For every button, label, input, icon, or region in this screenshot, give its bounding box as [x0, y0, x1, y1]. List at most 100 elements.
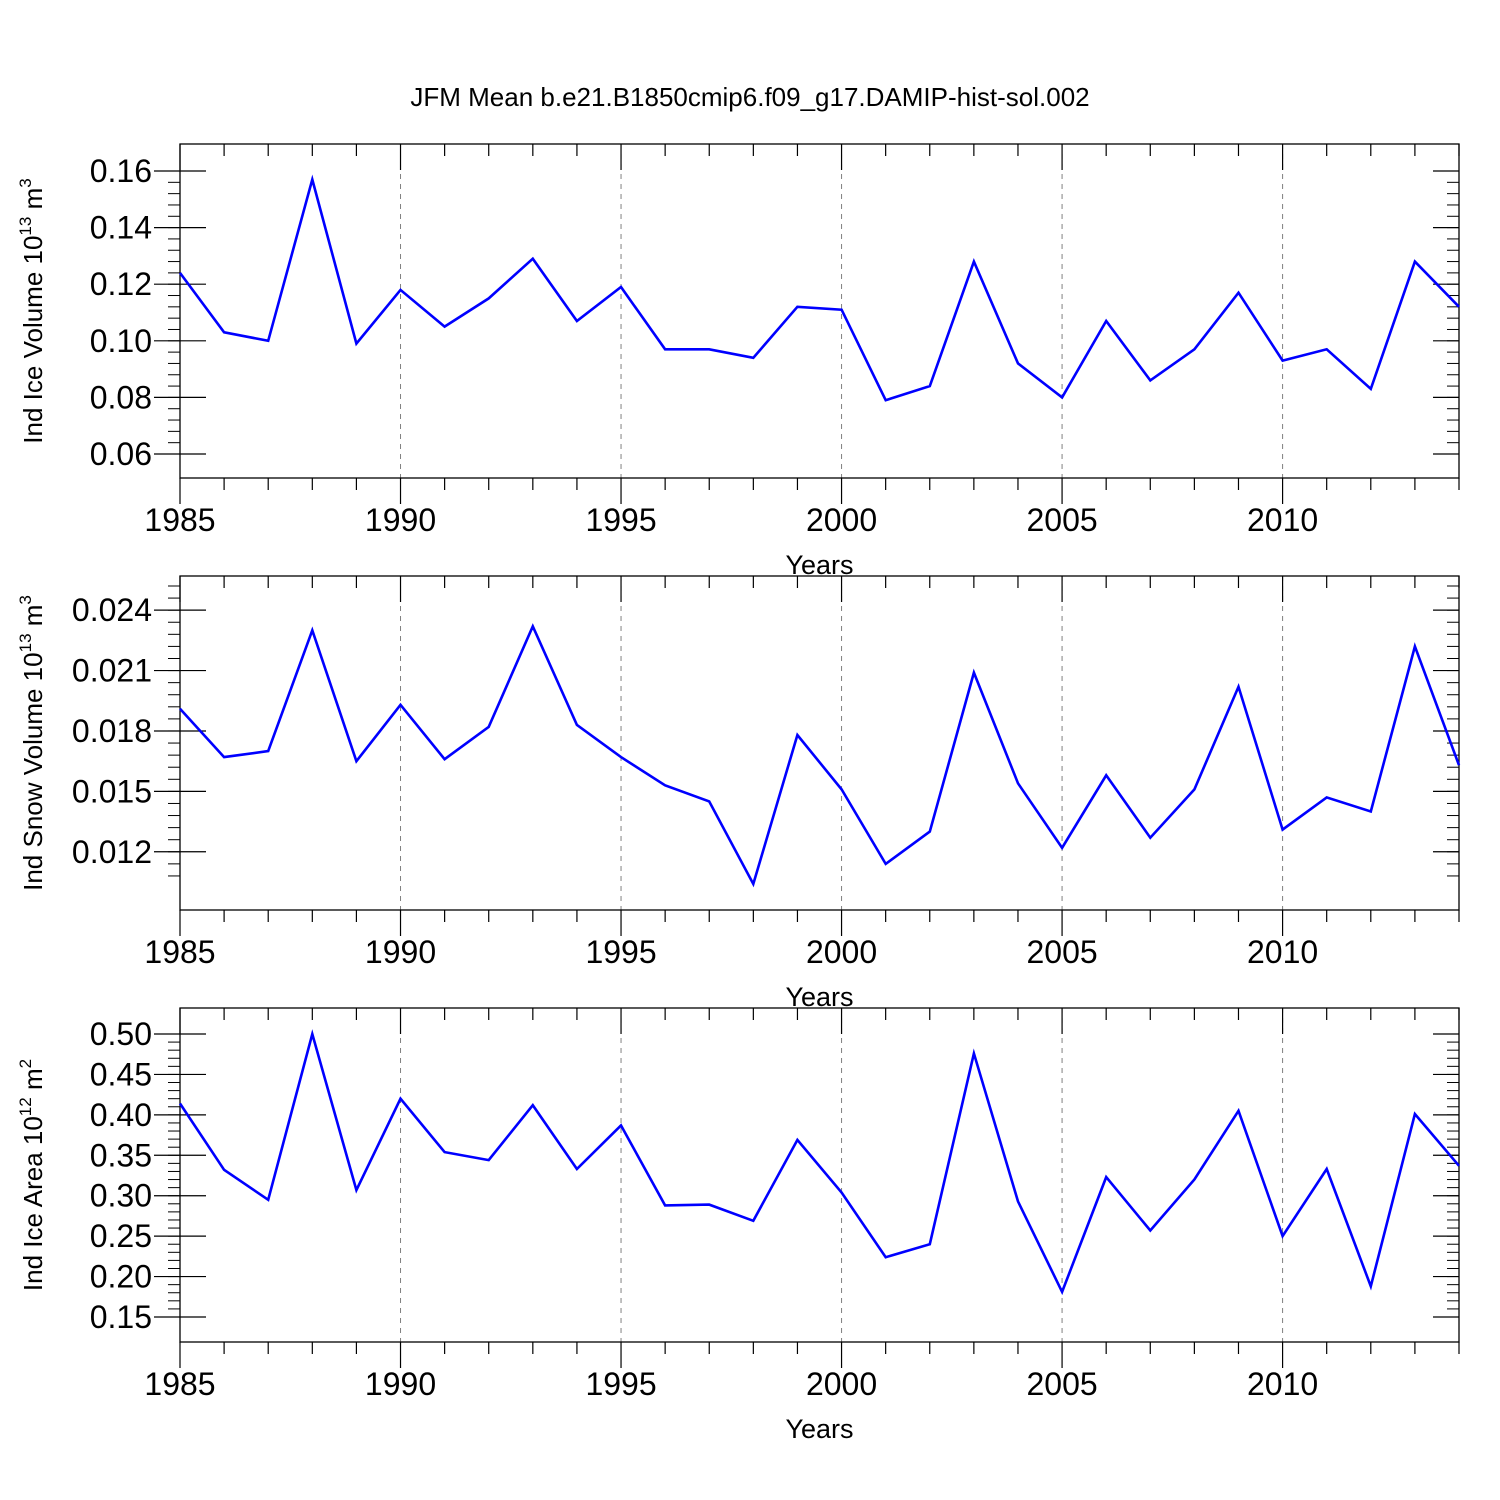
data-point — [795, 1138, 799, 1142]
y-axis-label: Ind Snow Volume 1013 m3 — [16, 595, 48, 891]
data-point — [266, 1198, 270, 1202]
data-point — [1104, 773, 1108, 777]
y-tick-label: 0.021 — [72, 653, 152, 689]
data-point — [1325, 347, 1329, 351]
data-point — [1060, 846, 1064, 850]
data-point — [619, 1123, 623, 1127]
x-tick-label: 1995 — [585, 1366, 656, 1402]
y-tick-label: 0.12 — [90, 266, 152, 302]
data-point — [751, 1219, 755, 1223]
data-point — [1060, 395, 1064, 399]
data-point — [443, 325, 447, 329]
data-point — [840, 308, 844, 312]
data-point — [619, 285, 623, 289]
data-point — [707, 799, 711, 803]
data-point — [1457, 763, 1461, 767]
data-point — [795, 305, 799, 309]
x-axis-label: Years — [785, 1414, 853, 1444]
data-point — [840, 787, 844, 791]
data-point — [840, 1190, 844, 1194]
y-axis-label: Ind Ice Area 1012 m2 — [16, 1059, 48, 1291]
y-tick-label: 0.015 — [72, 773, 152, 809]
y-tick-label: 0.25 — [90, 1218, 152, 1254]
data-point — [1369, 1284, 1373, 1288]
y-tick-label: 0.10 — [90, 323, 152, 359]
data-point — [1016, 781, 1020, 785]
data-point — [1148, 378, 1152, 382]
data-point — [884, 1255, 888, 1259]
data-point — [1104, 319, 1108, 323]
y-axis-label-text: Ind Snow Volume 10 — [18, 652, 48, 891]
x-tick-label: 2005 — [1026, 1366, 1097, 1402]
x-tick-label: 2000 — [806, 502, 877, 538]
data-point — [487, 1158, 491, 1162]
data-point — [972, 671, 976, 675]
data-point — [928, 1242, 932, 1246]
data-point — [310, 177, 314, 181]
y-tick-label: 0.15 — [90, 1299, 152, 1335]
data-point — [487, 296, 491, 300]
panel-1: 1985 1990 1995 2000 2005 2010 Years 0.06 0.08 0.1… — [16, 143, 1460, 580]
y-axis-label-exponent: 13 — [16, 633, 35, 652]
data-point — [1369, 810, 1373, 814]
data-point — [399, 288, 403, 292]
x-tick-label: 1990 — [365, 934, 436, 970]
y-tick-label: 0.08 — [90, 379, 152, 415]
data-point — [310, 628, 314, 632]
data-point — [531, 624, 535, 628]
y-axis-label-unit: m — [18, 605, 48, 634]
data-point — [531, 257, 535, 261]
y-axis-label-exponent: 12 — [16, 1097, 35, 1116]
y-tick-label: 0.30 — [90, 1178, 152, 1214]
data-point — [443, 757, 447, 761]
y-tick-label: 0.14 — [90, 210, 152, 246]
data-point — [487, 725, 491, 729]
data-point — [884, 862, 888, 866]
data-point — [1413, 644, 1417, 648]
data-point — [1192, 1178, 1196, 1182]
data-point — [751, 882, 755, 886]
data-point — [1104, 1175, 1108, 1179]
panel-2: 1985 1990 1995 2000 2005 2010 Years 0.012 0.015 0… — [16, 575, 1461, 1012]
data-point — [1016, 361, 1020, 365]
data-point — [354, 1188, 358, 1192]
data-point — [1192, 347, 1196, 351]
data-point — [619, 755, 623, 759]
data-point — [1236, 291, 1240, 295]
y-tick-label: 0.40 — [90, 1097, 152, 1133]
data-point — [795, 733, 799, 737]
y-tick-label: 0.16 — [90, 153, 152, 189]
x-tick-label: 1985 — [144, 1366, 215, 1402]
x-axis-label: Years — [785, 982, 853, 1012]
y-axis-label-text: Ind Ice Volume 10 — [18, 236, 48, 444]
data-point — [707, 347, 711, 351]
data-point — [1413, 260, 1417, 264]
data-point — [222, 755, 226, 759]
data-point — [1148, 1228, 1152, 1232]
y-axis-label-exponent: 13 — [16, 217, 35, 236]
data-point — [663, 1203, 667, 1207]
data-point — [1016, 1199, 1020, 1203]
data-point — [266, 339, 270, 343]
x-tick-label: 2010 — [1247, 502, 1318, 538]
data-point — [178, 1102, 182, 1106]
data-point — [222, 330, 226, 334]
data-point — [222, 1168, 226, 1172]
series-line — [179, 623, 1461, 888]
data-point — [1060, 1290, 1064, 1294]
data-point — [972, 260, 976, 264]
data-point — [575, 1167, 579, 1171]
data-point — [928, 830, 932, 834]
y-tick-label: 0.45 — [90, 1056, 152, 1092]
data-point — [1236, 1109, 1240, 1113]
data-point — [266, 749, 270, 753]
x-tick-label: 1995 — [585, 934, 656, 970]
y-tick-label: 0.20 — [90, 1259, 152, 1295]
data-point — [354, 342, 358, 346]
data-point — [663, 347, 667, 351]
data-point — [1236, 685, 1240, 689]
data-point — [1192, 787, 1196, 791]
data-point — [972, 1051, 976, 1055]
y-tick-label: 0.06 — [90, 436, 152, 472]
